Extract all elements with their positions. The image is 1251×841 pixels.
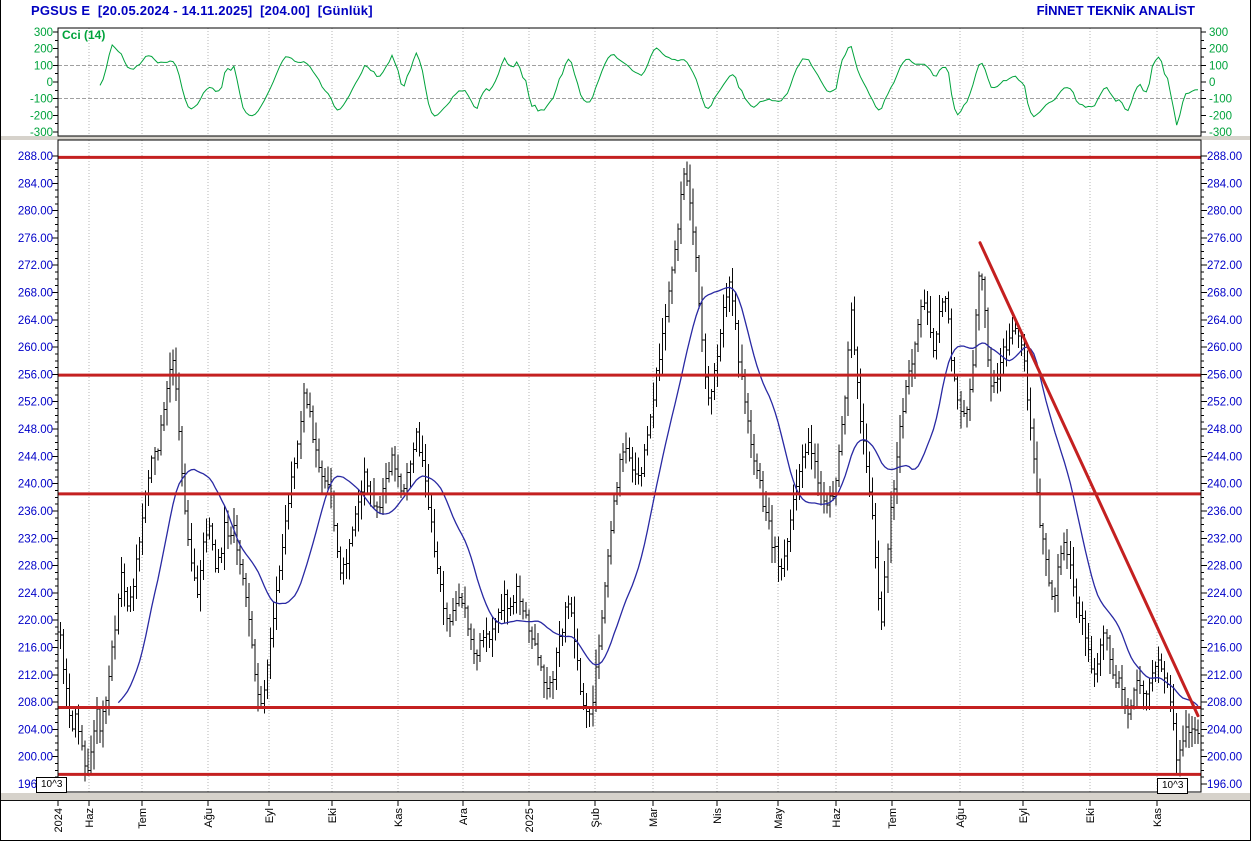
scale-unit-box-right: 10^3 xyxy=(1157,778,1189,794)
svg-text:Eyl: Eyl xyxy=(1018,808,1030,823)
svg-text:Kas: Kas xyxy=(393,808,405,827)
svg-text:May: May xyxy=(773,808,785,829)
svg-text:252.00: 252.00 xyxy=(1207,397,1242,409)
svg-text:280.00: 280.00 xyxy=(1207,206,1242,218)
svg-text:300: 300 xyxy=(1209,27,1228,39)
svg-text:204.00: 204.00 xyxy=(1207,724,1242,736)
ohlc-bars xyxy=(58,161,1200,782)
svg-text:236.00: 236.00 xyxy=(1207,506,1242,518)
svg-text:276.00: 276.00 xyxy=(1207,233,1242,245)
svg-text:288.00: 288.00 xyxy=(18,151,53,163)
sma-overlay-line xyxy=(117,286,1199,707)
scale-unit-box-left: 10^3 xyxy=(36,777,68,793)
svg-text:276.00: 276.00 xyxy=(18,233,53,245)
svg-text:Ara: Ara xyxy=(458,807,470,825)
svg-text:Nis: Nis xyxy=(712,808,724,824)
svg-text:200: 200 xyxy=(1209,44,1228,56)
svg-text:-100: -100 xyxy=(1209,94,1232,106)
svg-text:236.00: 236.00 xyxy=(18,506,53,518)
svg-text:220.00: 220.00 xyxy=(18,615,53,627)
svg-text:-300: -300 xyxy=(30,127,53,139)
svg-text:228.00: 228.00 xyxy=(18,561,53,573)
cci-series-line xyxy=(99,43,1199,126)
svg-text:200.00: 200.00 xyxy=(18,752,53,764)
title-bar: PGSUS E [20.05.2024 - 14.11.2025] [204.0… xyxy=(1,0,1250,22)
support-resistance-and-trendline[interactable] xyxy=(58,155,1201,776)
svg-text:268.00: 268.00 xyxy=(18,288,53,300)
svg-text:240.00: 240.00 xyxy=(1207,479,1242,491)
svg-text:284.00: 284.00 xyxy=(1207,178,1242,190)
svg-text:212.00: 212.00 xyxy=(18,670,53,682)
svg-text:Tem: Tem xyxy=(887,808,899,829)
svg-text:Eki: Eki xyxy=(1085,808,1097,823)
svg-text:-200: -200 xyxy=(1209,110,1232,122)
svg-text:Tem: Tem xyxy=(137,808,149,829)
svg-text:256.00: 256.00 xyxy=(18,369,53,381)
svg-text:200: 200 xyxy=(34,44,53,56)
svg-text:-300: -300 xyxy=(1209,127,1232,139)
svg-text:264.00: 264.00 xyxy=(18,315,53,327)
svg-text:272.00: 272.00 xyxy=(18,260,53,272)
svg-text:Ağu: Ağu xyxy=(203,808,215,828)
svg-text:252.00: 252.00 xyxy=(18,397,53,409)
svg-text:100: 100 xyxy=(34,60,53,72)
svg-text:248.00: 248.00 xyxy=(1207,424,1242,436)
svg-text:248.00: 248.00 xyxy=(18,424,53,436)
svg-text:244.00: 244.00 xyxy=(1207,451,1242,463)
svg-text:0: 0 xyxy=(47,77,53,89)
svg-text:216.00: 216.00 xyxy=(18,643,53,655)
svg-text:-200: -200 xyxy=(30,110,53,122)
svg-text:2024: 2024 xyxy=(53,808,65,832)
svg-text:200.00: 200.00 xyxy=(1207,752,1242,764)
svg-text:268.00: 268.00 xyxy=(1207,288,1242,300)
chart-title: PGSUS E [20.05.2024 - 14.11.2025] [204.0… xyxy=(31,3,373,18)
svg-text:Ağu: Ağu xyxy=(955,808,967,828)
svg-text:244.00: 244.00 xyxy=(18,451,53,463)
svg-text:232.00: 232.00 xyxy=(1207,533,1242,545)
svg-text:300: 300 xyxy=(34,27,53,39)
svg-text:Eki: Eki xyxy=(327,808,339,823)
svg-text:256.00: 256.00 xyxy=(1207,369,1242,381)
svg-text:284.00: 284.00 xyxy=(18,178,53,190)
svg-text:Haz: Haz xyxy=(831,808,843,828)
svg-text:Şub: Şub xyxy=(590,808,602,828)
svg-text:204.00: 204.00 xyxy=(18,724,53,736)
svg-text:Eyl: Eyl xyxy=(264,808,276,823)
svg-text:260.00: 260.00 xyxy=(18,342,53,354)
svg-text:272.00: 272.00 xyxy=(1207,260,1242,272)
brand-title: FİNNET TEKNİK ANALİST xyxy=(1036,3,1195,18)
svg-text:220.00: 220.00 xyxy=(1207,615,1242,627)
gridlines xyxy=(58,28,1201,792)
svg-text:232.00: 232.00 xyxy=(18,533,53,545)
panel-splitters[interactable] xyxy=(1,136,1251,801)
axis-ticks-and-labels: 196.00196.00200.00200.00204.00204.00208.… xyxy=(18,27,1242,791)
svg-text:196.00: 196.00 xyxy=(1207,779,1242,791)
x-axis-month-labels: 2024 Haz Tem Ağu Eyl Eki Kas Ara 2025 Şub Mar Nis Ma… xyxy=(53,801,1164,832)
svg-text:Mar: Mar xyxy=(648,808,660,827)
svg-text:260.00: 260.00 xyxy=(1207,342,1242,354)
svg-text:208.00: 208.00 xyxy=(18,697,53,709)
svg-text:216.00: 216.00 xyxy=(1207,643,1242,655)
svg-text:212.00: 212.00 xyxy=(1207,670,1242,682)
svg-text:288.00: 288.00 xyxy=(1207,151,1242,163)
svg-text:100: 100 xyxy=(1209,60,1228,72)
svg-text:228.00: 228.00 xyxy=(1207,561,1242,573)
svg-text:264.00: 264.00 xyxy=(1207,315,1242,327)
svg-text:Haz: Haz xyxy=(84,808,96,828)
svg-text:2025: 2025 xyxy=(524,808,536,832)
svg-text:280.00: 280.00 xyxy=(18,206,53,218)
svg-text:0: 0 xyxy=(1209,77,1215,89)
svg-text:Kas: Kas xyxy=(1152,808,1164,827)
svg-text:224.00: 224.00 xyxy=(1207,588,1242,600)
svg-text:240.00: 240.00 xyxy=(18,479,53,491)
svg-text:-100: -100 xyxy=(30,94,53,106)
cci-indicator-label: Cci (14) xyxy=(62,28,106,42)
svg-text:208.00: 208.00 xyxy=(1207,697,1242,709)
svg-text:224.00: 224.00 xyxy=(18,588,53,600)
panel-borders xyxy=(57,27,1202,793)
